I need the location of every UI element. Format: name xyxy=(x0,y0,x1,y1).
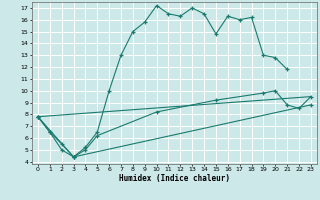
X-axis label: Humidex (Indice chaleur): Humidex (Indice chaleur) xyxy=(119,174,230,183)
